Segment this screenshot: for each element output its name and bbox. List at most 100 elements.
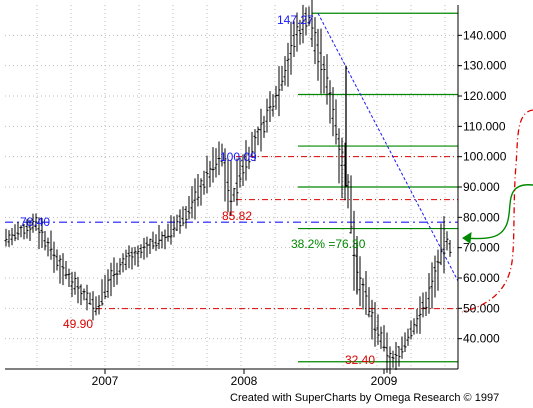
- price-bar: [106, 269, 110, 298]
- price-bar: [271, 94, 275, 117]
- price-bar: [274, 86, 278, 110]
- price-bar: [115, 262, 119, 285]
- y-tick-label: 120.000: [463, 89, 507, 103]
- price-bar: [22, 223, 26, 240]
- grid: [5, 5, 458, 369]
- price-bar: [175, 214, 179, 231]
- price-bar: [64, 261, 68, 280]
- y-tick-label: 60.000: [463, 271, 500, 285]
- price-bar: [37, 217, 41, 250]
- y-tick-label: 100.000: [463, 150, 507, 164]
- price-bar: [376, 314, 380, 345]
- price-bar: [412, 318, 416, 335]
- price-bar: [352, 210, 356, 291]
- price-bar: [184, 206, 188, 229]
- price-bar: [445, 231, 449, 251]
- price-bar: [31, 213, 35, 233]
- price-bar: [313, 17, 317, 65]
- price-bar: [301, 4, 305, 44]
- price-bar: [118, 258, 122, 275]
- price-bar: [220, 143, 224, 167]
- price-bar: [139, 244, 143, 259]
- price-bar: [262, 115, 266, 138]
- price-bar: [439, 223, 443, 266]
- price-bar: [112, 257, 116, 288]
- price-bar: [94, 296, 98, 316]
- level-lines: [5, 12, 459, 363]
- price-bar: [127, 245, 131, 269]
- price-annotation: 147.27: [277, 13, 314, 27]
- price-bar: [244, 140, 248, 181]
- price-bar: [76, 276, 80, 304]
- price-bar: [448, 239, 452, 257]
- price-annotation: 38.2% =76.30: [291, 237, 366, 251]
- price-bar: [250, 131, 254, 158]
- price-bar: [148, 238, 152, 254]
- price-bar: [169, 215, 173, 245]
- price-bar: [91, 291, 95, 321]
- price-bar: [307, 6, 311, 27]
- price-bar: [361, 278, 365, 310]
- price-bar: [397, 346, 401, 367]
- price-bar: [196, 174, 200, 207]
- y-tick-label: 50.000: [463, 301, 500, 315]
- price-bar: [124, 249, 128, 271]
- price-bar: [25, 219, 29, 239]
- y-tick-label: 110.000: [463, 119, 506, 133]
- price-bar: [325, 54, 329, 105]
- price-bar: [442, 216, 446, 274]
- price-bar: [136, 245, 140, 267]
- price-bar: [436, 249, 440, 291]
- price-bar: [289, 21, 293, 75]
- price-bar: [151, 231, 155, 250]
- price-bar: [70, 271, 74, 297]
- price-bars: [4, 0, 452, 375]
- price-bar: [427, 272, 431, 314]
- price-bar: [82, 288, 86, 301]
- price-bar: [58, 255, 62, 284]
- price-bar: [367, 287, 371, 318]
- x-tick-label: 2007: [92, 374, 119, 388]
- price-bar: [409, 320, 413, 340]
- price-annotation: 85.82: [222, 209, 252, 223]
- price-bar: [16, 222, 20, 241]
- price-bar: [229, 160, 233, 217]
- y-tick-label: 70.000: [463, 241, 500, 255]
- price-bar: [391, 350, 395, 368]
- price-bar: [406, 328, 410, 346]
- price-bar: [349, 175, 353, 234]
- price-bar: [337, 128, 341, 184]
- price-bar: [379, 326, 383, 349]
- price-bar: [166, 223, 170, 242]
- credit-text: Created with SuperCharts by Omega Resear…: [230, 392, 499, 404]
- price-bar: [130, 247, 134, 270]
- y-tick-label: 40.000: [463, 332, 500, 346]
- price-bar: [34, 213, 38, 231]
- price-bar: [382, 325, 386, 352]
- price-annotation: 78.40: [20, 215, 50, 229]
- price-bar: [52, 241, 56, 273]
- price-bar: [415, 309, 419, 334]
- price-bar: [97, 295, 101, 315]
- price-bar: [214, 148, 218, 178]
- price-bar: [292, 21, 296, 58]
- price-bar: [163, 229, 167, 250]
- annotations: 147.27 100.09 78.40 85.82 49.90 32.40 38.2% =7…: [20, 13, 375, 367]
- price-bar: [121, 253, 125, 273]
- price-bar: [247, 146, 251, 170]
- price-bar: [88, 292, 92, 305]
- price-annotation: 32.40: [345, 353, 375, 367]
- price-bar: [73, 271, 77, 295]
- price-bar: [157, 225, 161, 250]
- price-bar: [7, 230, 11, 247]
- price-bar: [190, 186, 194, 219]
- price-bar: [280, 65, 284, 91]
- price-bar: [178, 209, 182, 234]
- price-bar: [394, 342, 398, 370]
- price-bar: [142, 237, 146, 260]
- price-bar: [253, 129, 257, 162]
- price-bar: [46, 237, 50, 257]
- price-bar: [310, 0, 314, 48]
- price-bar: [49, 230, 53, 260]
- price-bar: [187, 196, 191, 220]
